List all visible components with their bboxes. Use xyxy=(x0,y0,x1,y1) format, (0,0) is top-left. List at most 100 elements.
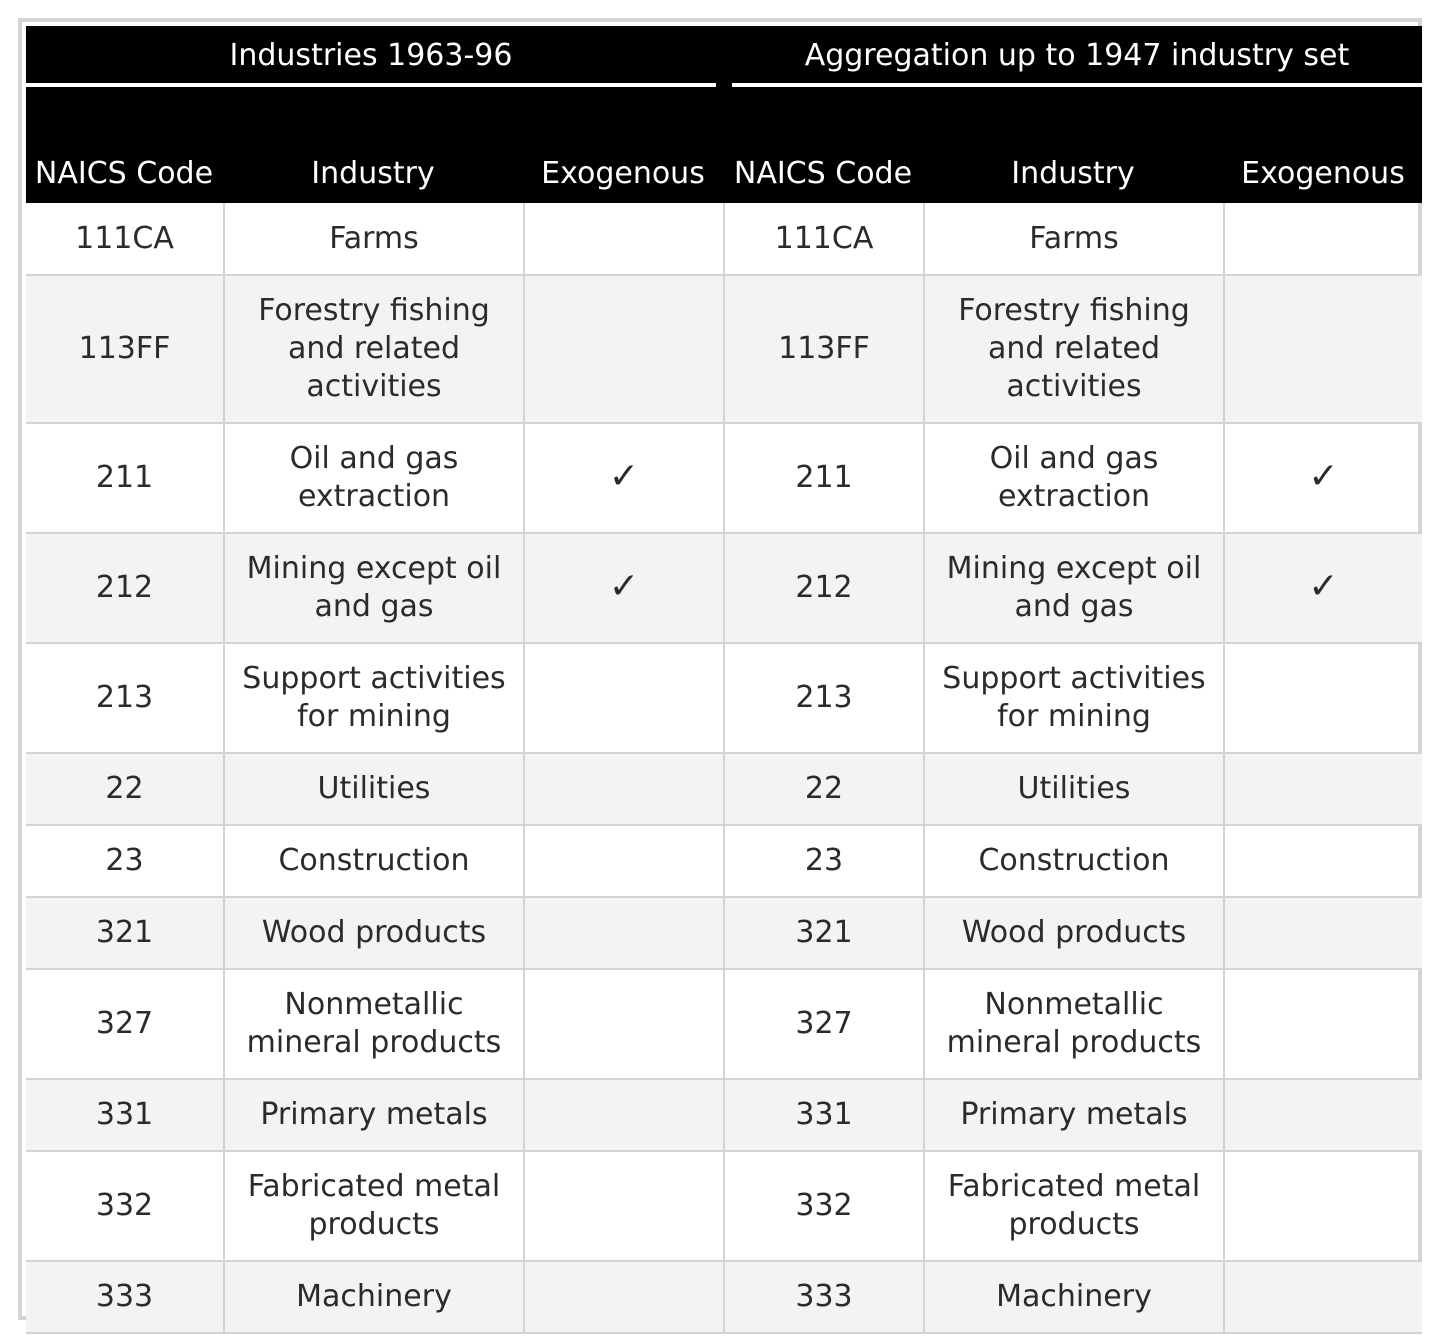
column-header-naics-code-2: NAICS Code xyxy=(733,156,913,191)
industry-cell: Utilities xyxy=(223,752,525,826)
column-header-industry-2: Industry xyxy=(1011,156,1135,191)
naics-code-cell: 111CA xyxy=(26,203,225,276)
naics-code-cell-2: 211 xyxy=(723,422,925,534)
industry-cell-2: Primary metals xyxy=(923,1078,1225,1152)
exogenous-cell-2 xyxy=(1223,752,1422,826)
industry-cell: Forestry fishing and related activities xyxy=(223,274,525,424)
naics-code-cell-2: 212 xyxy=(723,532,925,644)
group-title-left: Industries 1963-96 xyxy=(229,38,513,73)
exogenous-cell: ✓ xyxy=(523,422,725,534)
table-row: 212 Mining except oil and gas ✓ 212 Mining e… xyxy=(26,532,1422,644)
industry-cell: Nonmetallic mineral products xyxy=(223,968,525,1080)
exogenous-cell xyxy=(523,1078,725,1152)
checkmark-icon: ✓ xyxy=(1308,566,1339,607)
industry-cell: Mining except oil and gas xyxy=(223,532,525,644)
table-row: 211 Oil and gas extraction ✓ 211 Oil and gas… xyxy=(26,422,1422,534)
table-body: 111CA Farms 111CA Farms 113FF Forestry fishin… xyxy=(26,203,1422,1334)
table-row: 113FF Forestry fishing and related activi… xyxy=(26,274,1422,424)
industry-cell-2: Machinery xyxy=(923,1260,1225,1334)
industry-cell-2: Farms xyxy=(923,203,1225,276)
exogenous-cell xyxy=(523,203,725,276)
column-header-exogenous-2: Exogenous xyxy=(1241,156,1405,191)
naics-code-cell-2: 111CA xyxy=(723,203,925,276)
exogenous-cell-2 xyxy=(1223,968,1422,1080)
table-row: 22 Utilities 22 Utilities xyxy=(26,752,1422,826)
industry-cell-2: Wood products xyxy=(923,896,1225,970)
group-title-right: Aggregation up to 1947 industry set xyxy=(804,38,1350,73)
naics-code-cell: 331 xyxy=(26,1078,225,1152)
group-underline-right xyxy=(732,83,1422,87)
industry-cell: Primary metals xyxy=(223,1078,525,1152)
column-header-exogenous: Exogenous xyxy=(541,156,705,191)
industry-cell: Wood products xyxy=(223,896,525,970)
exogenous-cell xyxy=(523,824,725,898)
checkmark-icon: ✓ xyxy=(608,456,640,497)
naics-code-cell: 22 xyxy=(26,752,225,826)
naics-code-cell-2: 321 xyxy=(723,896,925,970)
naics-code-cell-2: 113FF xyxy=(723,274,925,424)
data-table: 111CA Farms 111CA Farms 113FF Forestry fishin… xyxy=(26,203,1422,1334)
industry-cell: Machinery xyxy=(223,1260,525,1334)
column-header-industry: Industry xyxy=(311,156,435,191)
industry-cell: Fabricated metal products xyxy=(223,1150,525,1262)
exogenous-cell-2 xyxy=(1223,274,1422,424)
industry-cell-2: Nonmetallic mineral products xyxy=(923,968,1225,1080)
exogenous-cell xyxy=(523,896,725,970)
naics-code-cell: 23 xyxy=(26,824,225,898)
checkmark-icon: ✓ xyxy=(1308,456,1339,497)
naics-code-cell: 333 xyxy=(26,1260,225,1334)
exogenous-cell-2 xyxy=(1223,1150,1422,1262)
naics-code-cell: 321 xyxy=(26,896,225,970)
industry-cell: Construction xyxy=(223,824,525,898)
table-row: 23 Construction 23 Construction xyxy=(26,824,1422,898)
table-row: 327 Nonmetallic mineral products 327 Nonmet… xyxy=(26,968,1422,1080)
exogenous-cell xyxy=(523,642,725,754)
table-row: 331 Primary metals 331 Primary metals xyxy=(26,1078,1422,1152)
naics-code-cell-2: 22 xyxy=(723,752,925,826)
exogenous-cell-2 xyxy=(1223,824,1422,898)
exogenous-cell xyxy=(523,274,725,424)
naics-code-cell-2: 331 xyxy=(723,1078,925,1152)
exogenous-cell-2 xyxy=(1223,642,1422,754)
table-row: 111CA Farms 111CA Farms xyxy=(26,203,1422,276)
industry-cell-2: Utilities xyxy=(923,752,1225,826)
naics-code-cell: 332 xyxy=(26,1150,225,1262)
naics-code-cell: 211 xyxy=(26,422,225,534)
table-row: 332 Fabricated metal products 332 Fabricate… xyxy=(26,1150,1422,1262)
checkmark-icon: ✓ xyxy=(608,566,640,607)
column-header-naics-code: NAICS Code xyxy=(34,156,214,191)
exogenous-cell: ✓ xyxy=(523,532,725,644)
group-header: Industries 1963-96 Aggregation up to 194… xyxy=(26,26,1422,106)
naics-code-cell-2: 23 xyxy=(723,824,925,898)
industry-cell: Farms xyxy=(223,203,525,276)
table-row: 333 Machinery 333 Machinery xyxy=(26,1260,1422,1334)
naics-code-cell: 213 xyxy=(26,642,225,754)
industry-cell-2: Fabricated metal products xyxy=(923,1150,1225,1262)
industry-cell-2: Support activities for mining xyxy=(923,642,1225,754)
table-row: 321 Wood products 321 Wood products xyxy=(26,896,1422,970)
naics-code-cell: 113FF xyxy=(26,274,225,424)
naics-code-cell-2: 327 xyxy=(723,968,925,1080)
exogenous-cell-2 xyxy=(1223,1260,1422,1334)
industry-table: Industries 1963-96 Aggregation up to 194… xyxy=(18,18,1422,1334)
exogenous-cell xyxy=(523,968,725,1080)
industry-cell-2: Mining except oil and gas xyxy=(923,532,1225,644)
industry-cell: Oil and gas extraction xyxy=(223,422,525,534)
industry-cell-2: Forestry fishing and related activities xyxy=(923,274,1225,424)
naics-code-cell-2: 213 xyxy=(723,642,925,754)
column-header-row: NAICS Code Industry Exogenous NAICS Code… xyxy=(26,106,1422,203)
group-underline-left xyxy=(26,83,716,87)
exogenous-cell xyxy=(523,1260,725,1334)
exogenous-cell-2 xyxy=(1223,896,1422,970)
exogenous-cell-2 xyxy=(1223,203,1422,276)
naics-code-cell: 212 xyxy=(26,532,225,644)
exogenous-cell-2: ✓ xyxy=(1223,422,1422,534)
industry-cell-2: Construction xyxy=(923,824,1225,898)
exogenous-cell-2 xyxy=(1223,1078,1422,1152)
industry-cell: Support activities for mining xyxy=(223,642,525,754)
table-row: 213 Support activities for mining 213 Suppo… xyxy=(26,642,1422,754)
exogenous-cell-2: ✓ xyxy=(1223,532,1422,644)
naics-code-cell-2: 333 xyxy=(723,1260,925,1334)
exogenous-cell xyxy=(523,752,725,826)
naics-code-cell-2: 332 xyxy=(723,1150,925,1262)
